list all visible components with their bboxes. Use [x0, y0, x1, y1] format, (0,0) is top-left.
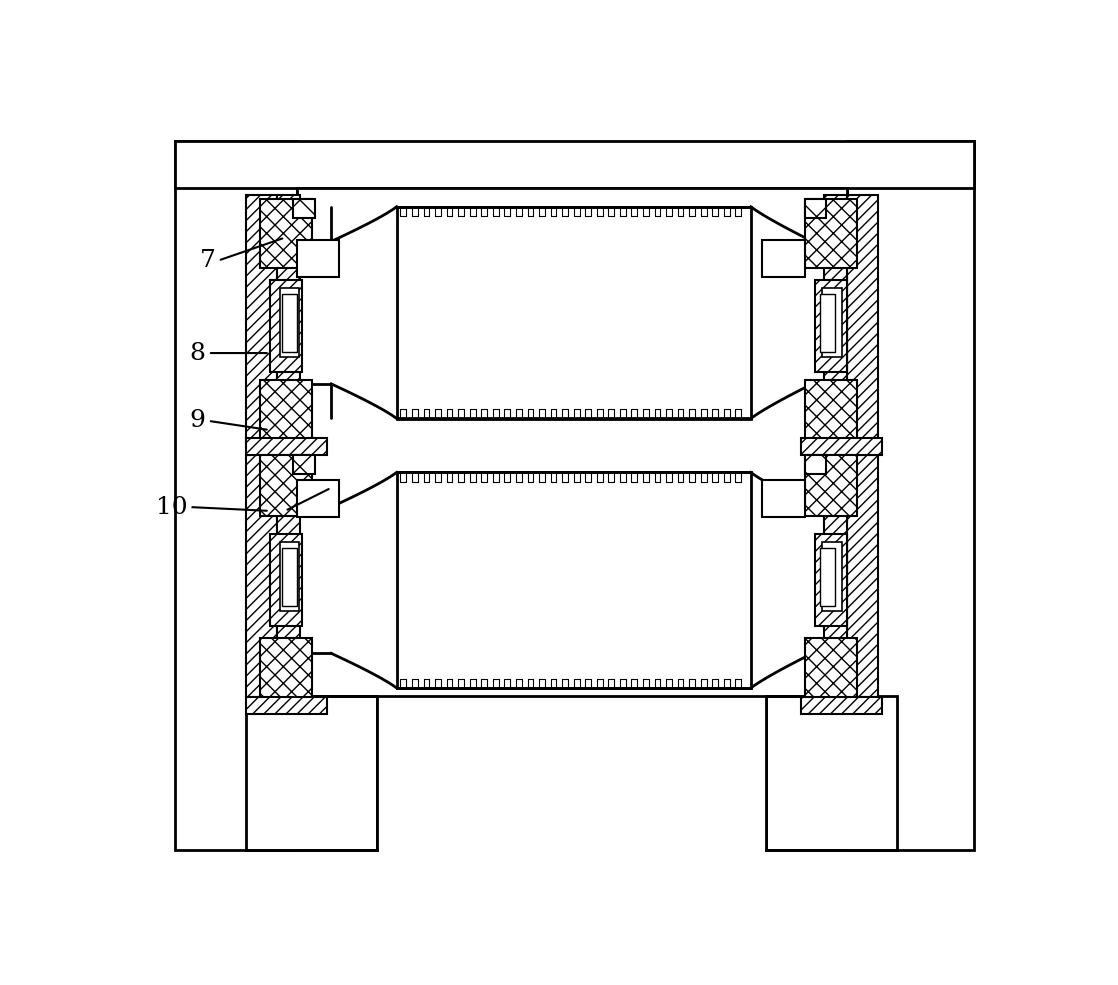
Bar	[824, 455, 847, 697]
Bar	[246, 697, 328, 714]
Bar	[280, 542, 299, 611]
Bar	[296, 240, 339, 277]
Bar	[259, 455, 312, 516]
Bar	[823, 288, 842, 357]
Bar	[766, 695, 897, 850]
Bar	[277, 455, 301, 697]
Bar	[762, 240, 805, 277]
Bar	[805, 199, 858, 268]
Bar	[847, 195, 878, 441]
Bar	[282, 548, 296, 606]
Bar	[282, 294, 296, 352]
Bar	[296, 480, 339, 517]
Bar	[805, 199, 826, 219]
Text: 8: 8	[190, 342, 206, 364]
Bar	[815, 280, 847, 372]
Bar	[174, 141, 974, 187]
Bar	[800, 437, 882, 455]
Bar	[259, 380, 312, 441]
Bar	[293, 199, 315, 219]
Bar	[821, 294, 835, 352]
Bar	[269, 534, 302, 626]
Bar	[293, 455, 315, 474]
Bar	[847, 141, 974, 850]
Bar	[259, 199, 312, 268]
Bar	[805, 455, 826, 474]
Text: 7: 7	[200, 249, 216, 272]
Bar	[246, 455, 277, 697]
Bar	[246, 695, 378, 850]
Bar	[378, 695, 766, 850]
Bar	[269, 280, 302, 372]
Bar	[762, 480, 805, 517]
Bar	[397, 473, 751, 688]
Bar	[277, 195, 301, 441]
Bar	[259, 638, 312, 699]
Bar	[805, 455, 858, 516]
Bar	[824, 195, 847, 441]
Bar	[821, 548, 835, 606]
Bar	[847, 455, 878, 697]
Bar	[280, 288, 299, 357]
Text: 9: 9	[190, 410, 206, 432]
Bar	[397, 207, 751, 419]
Bar	[805, 380, 858, 441]
Bar	[805, 638, 858, 699]
Bar	[174, 141, 296, 850]
Text: 10: 10	[155, 495, 187, 518]
Bar	[823, 542, 842, 611]
Bar	[815, 534, 847, 626]
Bar	[246, 195, 277, 441]
Bar	[800, 697, 882, 714]
Bar	[246, 437, 328, 455]
Bar	[296, 187, 847, 695]
